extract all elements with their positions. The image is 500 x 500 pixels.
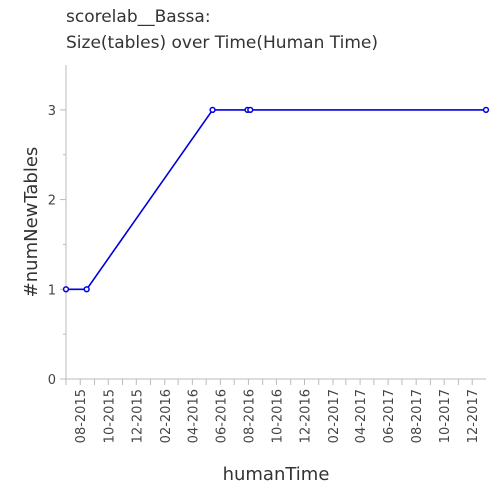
x-tick-label: 02-2017 — [327, 389, 342, 443]
x-tick-label: 12-2016 — [298, 389, 313, 443]
x-axis-label: humanTime — [223, 464, 330, 485]
x-tick-label: 08-2016 — [242, 389, 257, 443]
data-point — [83, 286, 90, 293]
series-layer — [62, 106, 490, 293]
x-tick-label: 10-2015 — [102, 389, 117, 443]
x-tick-label: 02-2016 — [159, 389, 174, 443]
x-tick-label: 08-2017 — [410, 389, 425, 443]
series-line — [66, 109, 486, 291]
data-point — [62, 286, 70, 293]
x-tick-label: 08-2015 — [74, 389, 89, 443]
y-tick-label: 2 — [48, 194, 56, 209]
x-tick-label: 10-2017 — [438, 389, 453, 443]
data-point — [247, 106, 254, 114]
y-axis-label: #numNewTables — [21, 147, 42, 298]
chart-subtitle: Size(tables) over Time(Human Time) — [66, 33, 378, 53]
x-tick-label: 06-2017 — [382, 389, 397, 443]
chart-title: scorelab__Bassa: — [66, 7, 211, 27]
x-tick-label: 04-2016 — [186, 389, 201, 443]
x-tick-label: 04-2017 — [354, 389, 369, 443]
data-point — [482, 106, 490, 114]
x-tick-label: 06-2016 — [214, 389, 229, 443]
y-tick-label: 3 — [48, 104, 56, 119]
y-tick-label: 1 — [48, 283, 56, 298]
x-tick-label: 12-2015 — [130, 389, 145, 443]
x-tick-label: 10-2016 — [270, 389, 285, 443]
axes: 0 1 2 3 08-2015 10-2015 12-2015 02-2016 04-2016 0… — [48, 65, 486, 443]
y-tick-label: 0 — [48, 373, 56, 388]
x-tick-label: 12-2017 — [466, 389, 481, 443]
data-point — [209, 106, 216, 114]
